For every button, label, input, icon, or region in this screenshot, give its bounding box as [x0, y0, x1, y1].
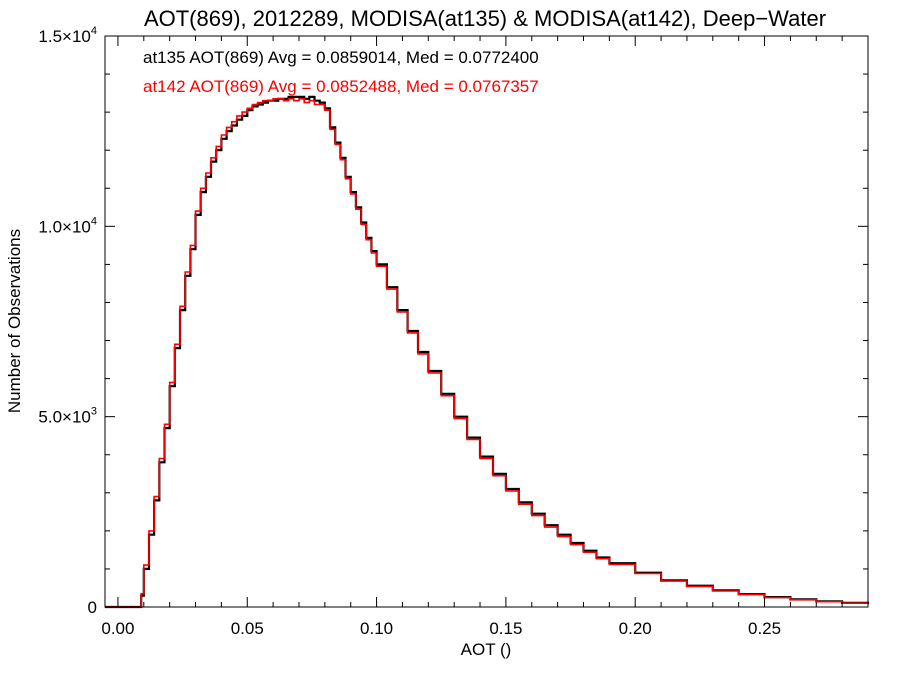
x-tick-label: 0.15 [489, 619, 522, 638]
y-axis-label: Number of Observations [5, 229, 24, 413]
series-at142-line [105, 98, 869, 608]
annotation-at142: at142 AOT(869) Avg = 0.0852488, Med = 0.… [143, 77, 539, 96]
y-tick-label: 1.5×104 [38, 25, 97, 46]
x-tick-label: 0.05 [231, 619, 264, 638]
y-tick-label: 5.0×103 [38, 406, 97, 427]
x-tick-label: 0.10 [360, 619, 393, 638]
x-axis-label: AOT () [461, 640, 512, 659]
x-tick-label: 0.20 [619, 619, 652, 638]
annotation-at135: at135 AOT(869) Avg = 0.0859014, Med = 0.… [143, 48, 539, 67]
y-tick-label: 1.0×104 [38, 215, 97, 236]
plot-frame [104, 35, 869, 608]
series-layer [105, 95, 870, 609]
y-axis: 0 5.0×103 1.0×104 1.5×104 [38, 25, 868, 617]
y-tick-label: 0 [88, 598, 97, 617]
x-tick-label: 0.25 [748, 619, 781, 638]
x-axis: 0.00 0.05 0.10 0.15 0.20 0.25 [101, 36, 843, 638]
series-at135-line [105, 95, 870, 609]
chart-title: AOT(869), 2012289, MODISA(at135) & MODIS… [144, 6, 826, 31]
x-tick-label: 0.00 [101, 619, 134, 638]
